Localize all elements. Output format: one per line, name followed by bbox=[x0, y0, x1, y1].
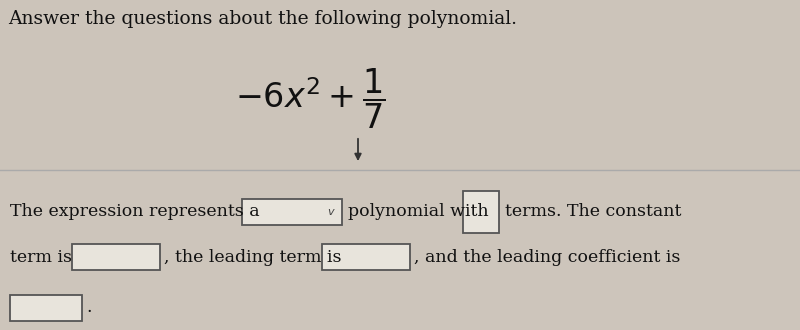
Bar bbox=[463, 191, 499, 233]
Bar bbox=[0, 0, 800, 170]
Bar bbox=[322, 244, 410, 270]
Text: terms. The constant: terms. The constant bbox=[505, 204, 682, 220]
Text: term is: term is bbox=[10, 248, 72, 266]
Text: , and the leading coefficient is: , and the leading coefficient is bbox=[414, 248, 680, 266]
Text: , the leading term is: , the leading term is bbox=[164, 248, 342, 266]
Text: polynomial with: polynomial with bbox=[348, 204, 489, 220]
Text: Answer the questions about the following polynomial.: Answer the questions about the following… bbox=[8, 10, 517, 28]
Bar bbox=[10, 295, 82, 321]
Text: .: . bbox=[86, 300, 91, 316]
Text: The expression represents a: The expression represents a bbox=[10, 204, 260, 220]
Text: $-6x^2 + \dfrac{1}{7}$: $-6x^2 + \dfrac{1}{7}$ bbox=[234, 66, 386, 131]
Bar bbox=[72, 244, 160, 270]
Bar bbox=[0, 170, 800, 330]
Bar bbox=[242, 199, 342, 225]
Text: v: v bbox=[327, 207, 334, 217]
